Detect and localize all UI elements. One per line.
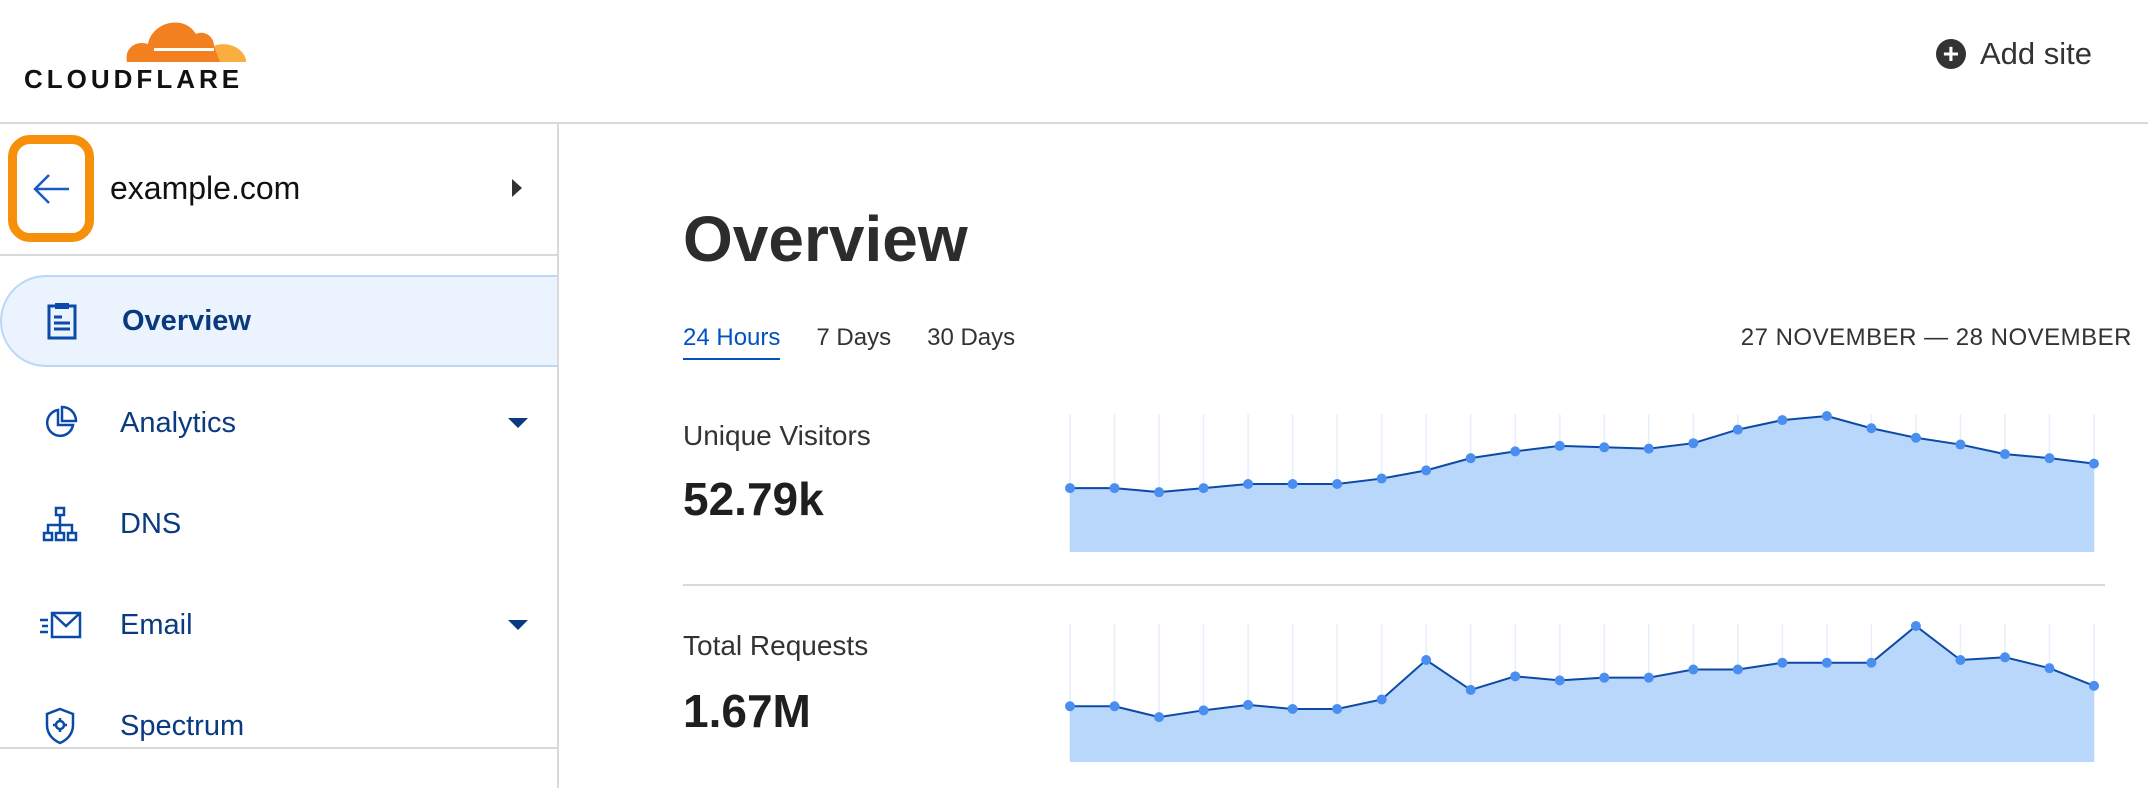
data-point [1243,479,1254,489]
sidebar-item-email[interactable]: Email [0,579,557,671]
data-point [1955,439,1966,450]
sidebar: example.com Overview Analytics DNS Email… [0,124,559,788]
sidebar-item-label: Spectrum [120,709,245,742]
data-point [1910,432,1921,443]
logo-text: CLOUDFLARE [24,64,244,94]
page-title: Overview [683,203,968,275]
email-icon [38,603,82,647]
series-line [1070,414,2095,494]
data-point [1198,705,1209,716]
data-point [1065,483,1075,494]
main-content: Overview 24 Hours 7 Days 30 Days 27 NOVE… [559,124,2148,788]
data-point [2089,680,2099,691]
shield-icon [38,704,82,748]
sidebar-item-label: DNS [120,507,182,540]
arrow-left-icon [33,173,69,204]
data-point [1332,479,1343,489]
cloudflare-logo[interactable] [24,10,264,71]
metric-value: 52.79k [683,473,824,525]
data-point [1866,423,1877,434]
data-point [1154,712,1165,723]
data-point [1643,672,1654,683]
network-icon [38,502,82,546]
data-point [1376,694,1387,705]
data-point [1465,453,1476,464]
data-point [1821,657,1832,668]
sidebar-item-analytics[interactable]: Analytics [0,377,557,469]
sidebar-item-label: Email [120,608,193,641]
area-fill [1070,626,2094,762]
data-point [1955,655,1966,665]
data-point [1732,664,1743,675]
time-range-tabs: 24 Hours 7 Days 30 Days [683,324,1015,360]
back-button[interactable] [8,135,94,242]
data-point [1554,440,1565,451]
caret-right-icon[interactable] [512,179,522,197]
add-site-button[interactable]: + Add site [1935,36,2092,72]
data-point [1465,684,1476,695]
unique-visitors-chart [1065,411,2099,552]
data-point [1510,671,1521,682]
total-requests-chart [1065,621,2099,762]
data-point [1065,701,1075,712]
zone-header: example.com [0,124,557,256]
area-fill [1070,416,2094,552]
sidebar-item-dns[interactable]: DNS [0,478,557,570]
data-point [1376,473,1387,484]
sidebar-item-overview[interactable]: Overview [0,275,557,367]
data-point [1109,701,1120,712]
sidebar-item-label: Analytics [120,406,237,439]
sidebar-item-label: Overview [122,304,251,337]
data-point [1510,446,1521,457]
data-point [1866,657,1877,668]
metric-label: Total Requests [683,630,869,661]
metric-label: Unique Visitors [683,420,871,451]
pie-chart-icon [38,401,82,445]
data-point [1688,664,1699,675]
tab-7-days[interactable]: 7 Days [816,324,892,351]
data-point [1599,672,1610,683]
data-point [1777,415,1788,426]
data-point [1243,699,1254,710]
data-point [1688,438,1699,449]
data-point [2044,663,2055,674]
plus-circle-icon: + [1935,39,1966,69]
data-point [1421,655,1432,665]
caret-down-icon[interactable] [508,418,528,428]
sidebar-item-spectrum[interactable]: Spectrum [0,680,557,772]
data-point [1421,465,1432,476]
clipboard-icon [40,299,84,343]
data-point [1777,657,1788,668]
data-point [1599,442,1610,453]
date-range: 27 NOVEMBER — 28 NOVEMBER [1740,324,2132,351]
data-point [1999,652,2010,663]
top-header: CLOUDFLARE + Add site [0,0,2148,124]
add-site-label: Add site [1979,36,2092,71]
metric-divider [683,584,2105,586]
metric-value: 1.67M [683,685,811,737]
data-point [1554,675,1565,686]
data-point [1109,483,1120,494]
caret-down-icon[interactable] [508,620,528,630]
series-line [1070,624,2095,719]
data-point [1910,621,1921,631]
tab-24-hours[interactable]: 24 Hours [683,324,781,360]
data-point [1732,424,1743,435]
data-point [1821,411,1832,421]
zone-name[interactable]: example.com [110,170,301,206]
data-point [1643,443,1654,454]
data-point [1287,703,1298,714]
tab-30-days[interactable]: 30 Days [927,324,1016,351]
data-point [1154,487,1165,498]
data-point [1198,483,1209,494]
data-point [1287,479,1298,489]
data-point [2089,458,2099,469]
data-point [1999,449,2010,460]
data-point [1332,703,1343,714]
sidebar-divider [0,747,557,749]
data-point [2044,453,2055,464]
